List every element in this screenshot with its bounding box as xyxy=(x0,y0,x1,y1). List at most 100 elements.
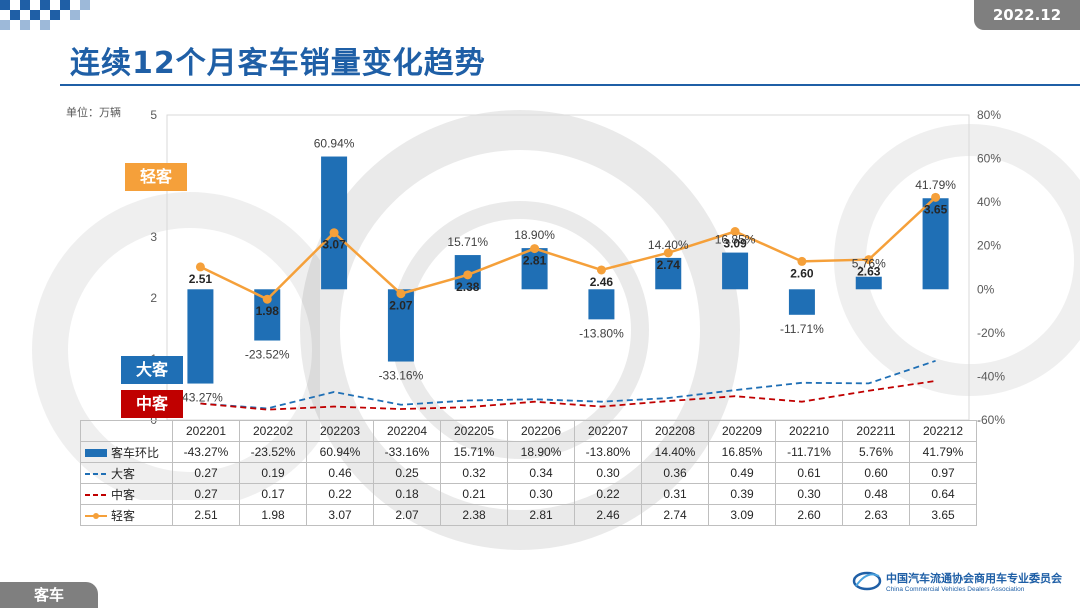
table-cell: 0.48 xyxy=(842,483,910,505)
point-qingke-202210 xyxy=(797,256,807,266)
table-cell: 0.39 xyxy=(708,483,776,505)
left-axis-tick: 3 xyxy=(150,230,157,244)
qingke-label-202204: 2.07 xyxy=(389,299,413,313)
table-corner-cell xyxy=(80,420,173,442)
qingke-label-202201: 2.51 xyxy=(189,272,213,286)
bar-202206 xyxy=(521,248,548,290)
table-cell: 41.79% xyxy=(909,441,977,463)
table-row-dake: 大客 0.27 0.19 0.46 0.25 0.32 0.34 0.30 0.36 0.49 0… xyxy=(80,462,977,484)
table-cell: 0.25 xyxy=(373,462,441,484)
legend-bar-swatch xyxy=(85,449,107,458)
right-axis-tick: -60% xyxy=(977,413,1005,427)
table-cell: 0.30 xyxy=(507,483,575,505)
table-cell: 2.51 xyxy=(172,504,240,526)
association-logo-icon xyxy=(852,571,882,591)
right-axis-tick: 20% xyxy=(977,239,1001,253)
qingke-label-202208: 2.74 xyxy=(657,258,681,272)
data-table: 202201 202202 202203 202204 202205 202206 2022… xyxy=(80,420,977,526)
table-cell: 2.81 xyxy=(507,504,575,526)
right-axis-tick: -40% xyxy=(977,369,1005,383)
table-header-202212: 202212 xyxy=(909,420,977,442)
right-axis-tick: -20% xyxy=(977,326,1005,340)
right-axis-tick: 80% xyxy=(977,108,1001,122)
table-header-202202: 202202 xyxy=(239,420,307,442)
qingke-label-202203: 3.07 xyxy=(322,238,346,252)
label-zhongke: 中客 xyxy=(121,390,183,418)
legend-dake-label: 大客 xyxy=(111,466,136,481)
table-cell: 3.65 xyxy=(909,504,977,526)
legend-zhongke-swatch xyxy=(85,494,107,497)
bar-202207 xyxy=(588,289,615,320)
table-cell: 2.60 xyxy=(775,504,843,526)
bar-label-202202: -23.52% xyxy=(245,348,290,362)
table-cell: 3.09 xyxy=(708,504,776,526)
table-cell: -33.16% xyxy=(373,441,441,463)
table-cell: 2.63 xyxy=(842,504,910,526)
point-qingke-202212 xyxy=(931,192,941,202)
table-header-202208: 202208 xyxy=(641,420,709,442)
right-axis-tick: 0% xyxy=(977,282,995,296)
table-cell: 0.32 xyxy=(440,462,508,484)
legend-qingke: 轻客 xyxy=(80,504,173,526)
table-cell: 0.97 xyxy=(909,462,977,484)
qingke-label-202212: 3.65 xyxy=(924,202,948,216)
point-qingke-202202 xyxy=(262,294,272,304)
bar-202209 xyxy=(722,252,749,290)
footer-category-tag: 客车 xyxy=(0,582,98,608)
line-qingke xyxy=(199,196,937,301)
line-zhongke xyxy=(200,380,936,411)
table-cell: 0.18 xyxy=(373,483,441,505)
bar-label-202203: 60.94% xyxy=(314,137,355,151)
qingke-label-202202: 1.98 xyxy=(256,304,280,318)
table-cell: 0.34 xyxy=(507,462,575,484)
bar-label-202208: 14.40% xyxy=(648,238,689,252)
table-cell: 5.76% xyxy=(842,441,910,463)
date-badge: 2022.12 xyxy=(974,0,1080,30)
legend-dake: 大客 xyxy=(80,462,173,484)
table-header-202211: 202211 xyxy=(842,420,910,442)
table-cell: 3.07 xyxy=(306,504,374,526)
table-cell: 16.85% xyxy=(708,441,776,463)
label-dake: 大客 xyxy=(121,356,183,384)
table-cell: 0.19 xyxy=(239,462,307,484)
table-header-202210: 202210 xyxy=(775,420,843,442)
table-cell: 0.22 xyxy=(574,483,642,505)
table-header-202205: 202205 xyxy=(440,420,508,442)
table-row-qingke: 轻客 2.51 1.98 3.07 2.07 2.38 2.81 2.46 2.74 3.09 2… xyxy=(80,504,977,526)
table-header-202207: 202207 xyxy=(574,420,642,442)
table-cell: 0.22 xyxy=(306,483,374,505)
table-cell: 0.64 xyxy=(909,483,977,505)
point-qingke-202211 xyxy=(864,255,874,265)
org-name-cn: 中国汽车流通协会商用车专业委员会 xyxy=(886,572,1062,585)
table-cell: 0.30 xyxy=(775,483,843,505)
left-axis-tick: 2 xyxy=(150,291,157,305)
left-axis-tick: 5 xyxy=(150,108,157,122)
bar-label-202212: 41.79% xyxy=(915,178,956,192)
bar-202211 xyxy=(855,276,882,290)
table-row-zhongke: 中客 0.27 0.17 0.22 0.18 0.21 0.30 0.22 0.31 0.39 0… xyxy=(80,483,977,505)
table-header-202206: 202206 xyxy=(507,420,575,442)
table-cell: -23.52% xyxy=(239,441,307,463)
table-cell: 18.90% xyxy=(507,441,575,463)
right-axis-tick: 40% xyxy=(977,195,1001,209)
legend-qingke-label: 轻客 xyxy=(111,508,136,523)
table-header-202209: 202209 xyxy=(708,420,776,442)
table-cell: 0.60 xyxy=(842,462,910,484)
bar-202208 xyxy=(655,257,682,290)
qingke-label-202211: 2.63 xyxy=(857,265,881,279)
legend-zhongke: 中客 xyxy=(80,483,173,505)
table-header-row: 202201 202202 202203 202204 202205 202206 2022… xyxy=(80,420,977,442)
table-cell: -11.71% xyxy=(775,441,843,463)
qingke-label-202206: 2.81 xyxy=(523,254,547,268)
bar-202201 xyxy=(187,289,214,384)
table-cell: 0.36 xyxy=(641,462,709,484)
bar-label-202206: 18.90% xyxy=(514,228,555,242)
bar-label-202207: -13.80% xyxy=(579,326,624,340)
qingke-label-202210: 2.60 xyxy=(790,266,814,280)
plot-frame xyxy=(166,114,970,421)
legend-bar-label: 客车环比 xyxy=(111,445,160,460)
qingke-label-202205: 2.38 xyxy=(456,280,480,294)
table-cell: 0.27 xyxy=(172,483,240,505)
bar-202212 xyxy=(922,198,949,290)
